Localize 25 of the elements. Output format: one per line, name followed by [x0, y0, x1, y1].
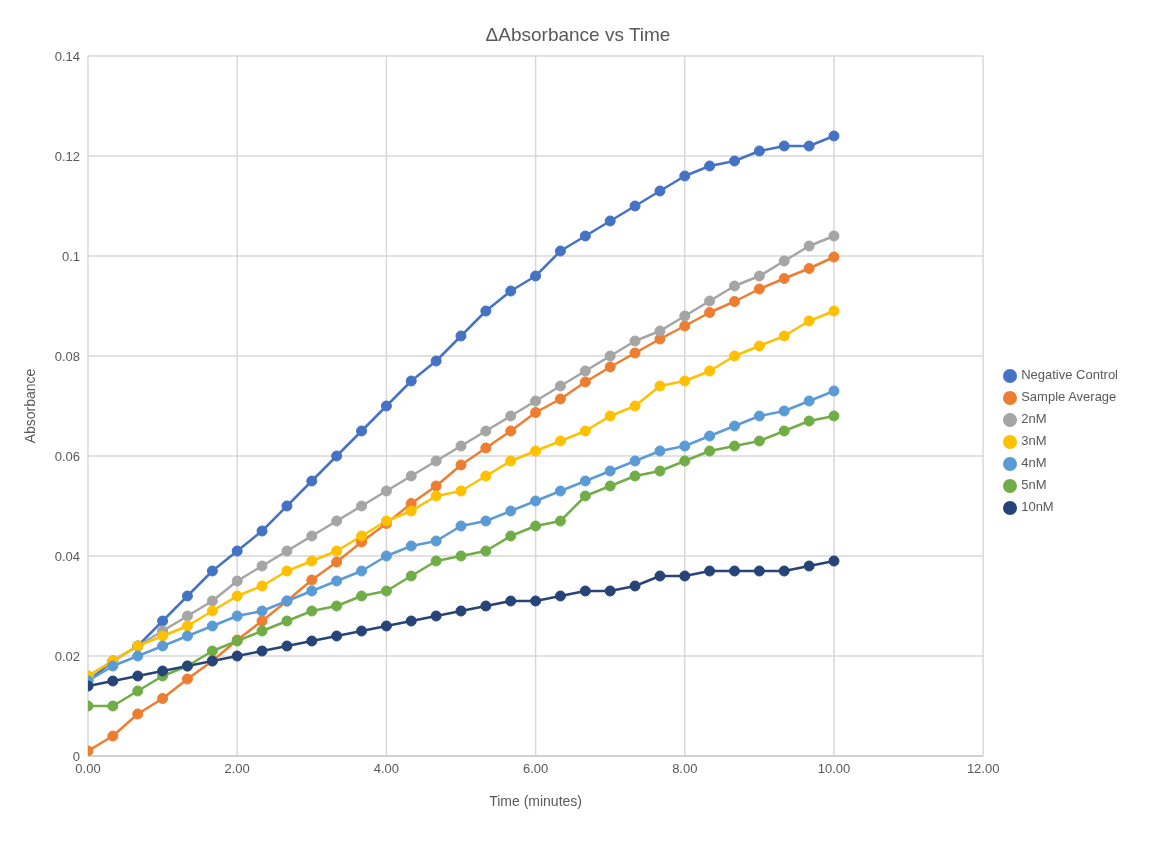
x-tick-label: 10.00 [817, 761, 851, 777]
legend-label: 10nM [1021, 499, 1054, 514]
x-tick-label: 6.00 [522, 761, 549, 777]
x-tick-label: 2.00 [224, 761, 250, 777]
x-tick-label: 0.00 [75, 761, 101, 777]
legend-label: Sample Average [1021, 389, 1117, 404]
x-axis-title: Time (minutes) [489, 793, 582, 809]
chart-title: ΔAbsorbance vs Time [484, 23, 672, 46]
legend-label: 2nM [1021, 411, 1047, 426]
legend-label: 4nM [1021, 455, 1047, 470]
y-tick-label: 0.06 [54, 448, 80, 464]
y-tick-label: 0.02 [54, 648, 80, 664]
y-tick-label: 0.08 [54, 348, 80, 364]
x-tick-label: 8.00 [672, 761, 698, 777]
y-tick-label: 0.1 [61, 248, 80, 264]
y-axis-title: Absorbance [21, 368, 38, 444]
y-tick-label: 0.12 [54, 148, 80, 164]
y-tick-label: 0 [72, 748, 80, 764]
legend-label: Negative Control [1021, 367, 1118, 382]
legend-label: 3nM [1021, 433, 1047, 448]
y-tick-label: 0.14 [54, 48, 80, 64]
x-tick-label: 4.00 [373, 761, 400, 777]
y-tick-label: 0.04 [54, 548, 80, 564]
legend-label: 5nM [1021, 477, 1047, 492]
x-tick-label: 12.00 [966, 761, 1000, 777]
